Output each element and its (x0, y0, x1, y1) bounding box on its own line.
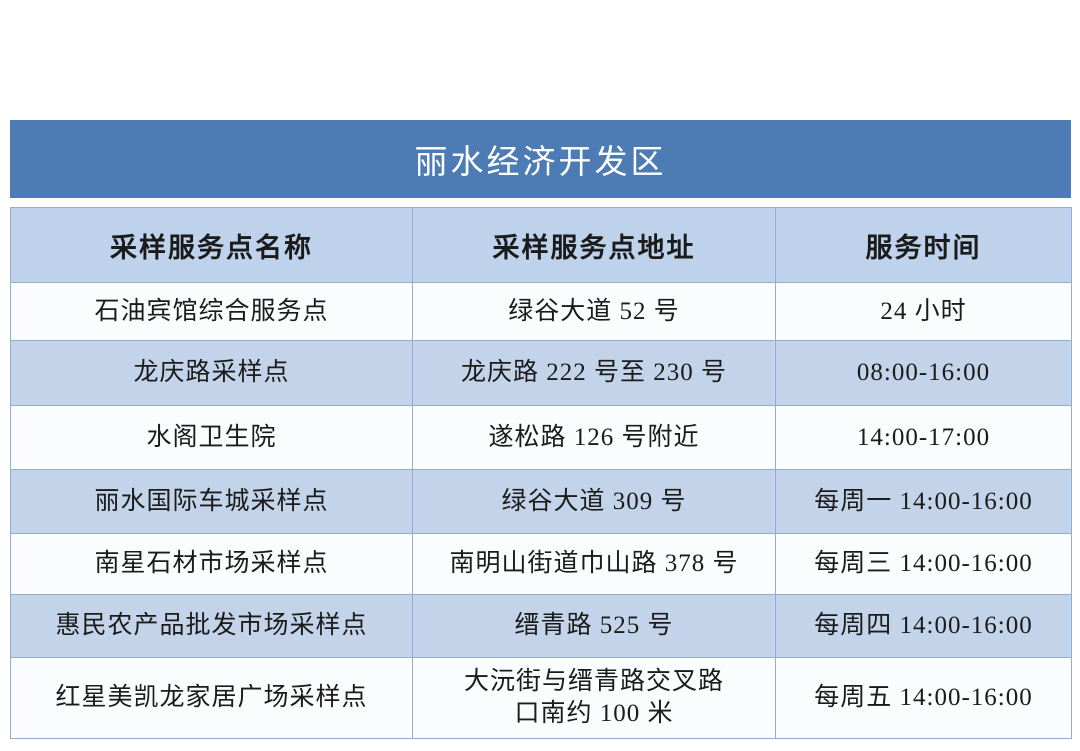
cell-point-address: 大沅街与缙青路交叉路 口南约 100 米 (412, 657, 776, 739)
sampling-points-table: 采样服务点名称 采样服务点地址 服务时间 石油宾馆综合服务点 绿谷大道 52 号… (10, 207, 1072, 739)
column-header-address: 采样服务点地址 (412, 207, 776, 283)
table-title-bar: 丽水经济开发区 (10, 120, 1071, 198)
cell-service-hours: 每周五 14:00-16:00 (775, 657, 1072, 739)
cell-point-name: 惠民农产品批发市场采样点 (10, 594, 413, 658)
title-table-gap (10, 198, 1071, 207)
cell-point-address: 缙青路 525 号 (412, 594, 776, 658)
table-header-row: 采样服务点名称 采样服务点地址 服务时间 (10, 207, 1072, 283)
page-title: 丽水经济开发区 (414, 145, 667, 181)
table-row: 惠民农产品批发市场采样点 缙青路 525 号 每周四 14:00-16:00 (10, 594, 1072, 658)
cell-service-hours: 每周三 14:00-16:00 (775, 533, 1072, 595)
table-row: 丽水国际车城采样点 绿谷大道 309 号 每周一 14:00-16:00 (10, 469, 1072, 534)
cell-point-address: 南明山街道巾山路 378 号 (412, 533, 776, 595)
column-header-hours: 服务时间 (775, 207, 1072, 283)
sampling-points-table-container: 丽水经济开发区 采样服务点名称 采样服务点地址 服务时间 石油宾馆综合服务点 绿… (10, 120, 1072, 739)
cell-point-address: 龙庆路 222 号至 230 号 (412, 340, 776, 406)
cell-point-name: 红星美凯龙家居广场采样点 (10, 657, 413, 739)
table-row: 石油宾馆综合服务点 绿谷大道 52 号 24 小时 (10, 282, 1072, 341)
cell-point-name: 石油宾馆综合服务点 (10, 282, 413, 341)
cell-point-name: 丽水国际车城采样点 (10, 469, 413, 534)
cell-point-name: 南星石材市场采样点 (10, 533, 413, 595)
cell-service-hours: 14:00-17:00 (775, 405, 1072, 470)
cell-service-hours: 每周一 14:00-16:00 (775, 469, 1072, 534)
table-row: 红星美凯龙家居广场采样点 大沅街与缙青路交叉路 口南约 100 米 每周五 14… (10, 657, 1072, 739)
cell-service-hours: 每周四 14:00-16:00 (775, 594, 1072, 658)
table-row: 南星石材市场采样点 南明山街道巾山路 378 号 每周三 14:00-16:00 (10, 533, 1072, 595)
cell-point-address: 绿谷大道 309 号 (412, 469, 776, 534)
cell-point-name: 龙庆路采样点 (10, 340, 413, 406)
column-header-name: 采样服务点名称 (10, 207, 413, 283)
cell-service-hours: 08:00-16:00 (775, 340, 1072, 406)
cell-point-address: 遂松路 126 号附近 (412, 405, 776, 470)
cell-service-hours: 24 小时 (775, 282, 1072, 341)
cell-point-address: 绿谷大道 52 号 (412, 282, 776, 341)
table-row: 水阁卫生院 遂松路 126 号附近 14:00-17:00 (10, 405, 1072, 470)
cell-point-name: 水阁卫生院 (10, 405, 413, 470)
table-row: 龙庆路采样点 龙庆路 222 号至 230 号 08:00-16:00 (10, 340, 1072, 406)
